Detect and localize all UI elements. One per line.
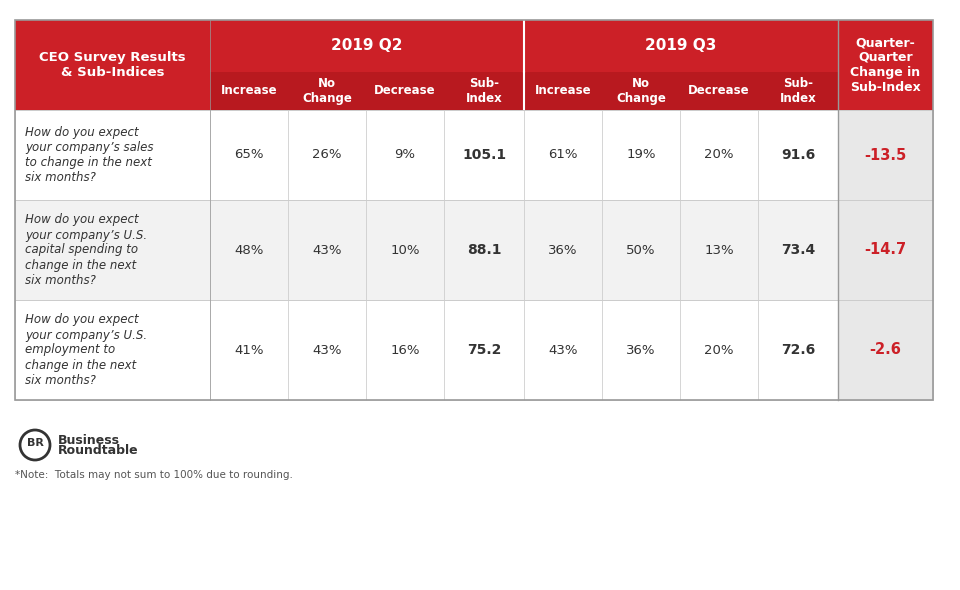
- Text: 91.6: 91.6: [780, 148, 815, 162]
- Bar: [366, 72, 444, 110]
- Text: -2.6: -2.6: [870, 343, 901, 358]
- Text: 10%: 10%: [391, 244, 420, 257]
- Text: Increase: Increase: [535, 84, 591, 97]
- Bar: [838, 110, 933, 200]
- Bar: [366, 110, 444, 200]
- Bar: [444, 300, 524, 400]
- Bar: [680, 110, 758, 200]
- Bar: [210, 20, 524, 72]
- Text: 105.1: 105.1: [462, 148, 506, 162]
- Text: How do you expect
your company’s U.S.
employment to
change in the next
six month: How do you expect your company’s U.S. em…: [25, 313, 147, 386]
- Bar: [680, 300, 758, 400]
- Bar: [210, 300, 288, 400]
- Bar: [758, 300, 838, 400]
- Bar: [838, 200, 933, 300]
- Text: 20%: 20%: [705, 343, 733, 356]
- Bar: [15, 20, 210, 110]
- Text: 43%: 43%: [312, 244, 342, 257]
- Text: 43%: 43%: [548, 343, 578, 356]
- Text: Decrease: Decrease: [688, 84, 750, 97]
- Text: 72.6: 72.6: [780, 343, 815, 357]
- Bar: [758, 110, 838, 200]
- Text: Quarter-
Quarter
Change in
Sub-Index: Quarter- Quarter Change in Sub-Index: [851, 36, 921, 94]
- Bar: [838, 20, 933, 110]
- Text: Sub-
Index: Sub- Index: [466, 77, 502, 105]
- Bar: [602, 300, 680, 400]
- Text: 73.4: 73.4: [780, 243, 815, 257]
- Bar: [602, 200, 680, 300]
- Text: 26%: 26%: [312, 149, 342, 162]
- Text: BR: BR: [27, 438, 43, 448]
- Text: 41%: 41%: [234, 343, 264, 356]
- Bar: [15, 110, 210, 200]
- Text: Business: Business: [58, 434, 120, 447]
- Text: 88.1: 88.1: [467, 243, 501, 257]
- Bar: [758, 200, 838, 300]
- Text: 75.2: 75.2: [467, 343, 501, 357]
- Text: -13.5: -13.5: [864, 148, 906, 162]
- Bar: [524, 110, 602, 200]
- Text: 48%: 48%: [234, 244, 264, 257]
- Bar: [15, 300, 210, 400]
- Bar: [444, 110, 524, 200]
- Text: *Note:  Totals may not sum to 100% due to rounding.: *Note: Totals may not sum to 100% due to…: [15, 470, 293, 480]
- Text: 20%: 20%: [705, 149, 733, 162]
- Text: -14.7: -14.7: [864, 242, 906, 257]
- Bar: [366, 200, 444, 300]
- Text: 36%: 36%: [626, 343, 656, 356]
- Text: 65%: 65%: [234, 149, 264, 162]
- Bar: [210, 72, 288, 110]
- Text: How do you expect
your company’s sales
to change in the next
six months?: How do you expect your company’s sales t…: [25, 126, 154, 184]
- Bar: [444, 72, 524, 110]
- Bar: [288, 300, 366, 400]
- Bar: [758, 72, 838, 110]
- Text: 13%: 13%: [705, 244, 733, 257]
- Bar: [210, 110, 288, 200]
- Text: No
Change: No Change: [302, 77, 352, 105]
- Bar: [680, 200, 758, 300]
- Text: 43%: 43%: [312, 343, 342, 356]
- Bar: [524, 200, 602, 300]
- Bar: [15, 20, 933, 400]
- Text: 2019 Q3: 2019 Q3: [645, 38, 717, 54]
- Bar: [366, 300, 444, 400]
- Text: Decrease: Decrease: [374, 84, 436, 97]
- Text: 16%: 16%: [391, 343, 420, 356]
- Text: 36%: 36%: [548, 244, 578, 257]
- Text: 61%: 61%: [548, 149, 578, 162]
- Bar: [838, 300, 933, 400]
- Bar: [524, 20, 838, 72]
- Text: How do you expect
your company’s U.S.
capital spending to
change in the next
six: How do you expect your company’s U.S. ca…: [25, 214, 147, 287]
- Text: CEO Survey Results
& Sub-Indices: CEO Survey Results & Sub-Indices: [39, 51, 186, 79]
- Bar: [210, 200, 288, 300]
- Bar: [602, 110, 680, 200]
- Bar: [680, 72, 758, 110]
- Text: 2019 Q2: 2019 Q2: [331, 38, 403, 54]
- Text: Increase: Increase: [221, 84, 277, 97]
- Bar: [288, 200, 366, 300]
- Bar: [288, 110, 366, 200]
- Text: Sub-
Index: Sub- Index: [780, 77, 816, 105]
- Text: 50%: 50%: [626, 244, 656, 257]
- Bar: [15, 200, 210, 300]
- Text: 9%: 9%: [395, 149, 416, 162]
- Text: 19%: 19%: [626, 149, 656, 162]
- Text: Roundtable: Roundtable: [58, 444, 138, 457]
- Bar: [524, 300, 602, 400]
- Bar: [288, 72, 366, 110]
- Bar: [602, 72, 680, 110]
- Text: No
Change: No Change: [616, 77, 666, 105]
- Bar: [444, 200, 524, 300]
- Bar: [210, 20, 524, 110]
- Bar: [524, 72, 602, 110]
